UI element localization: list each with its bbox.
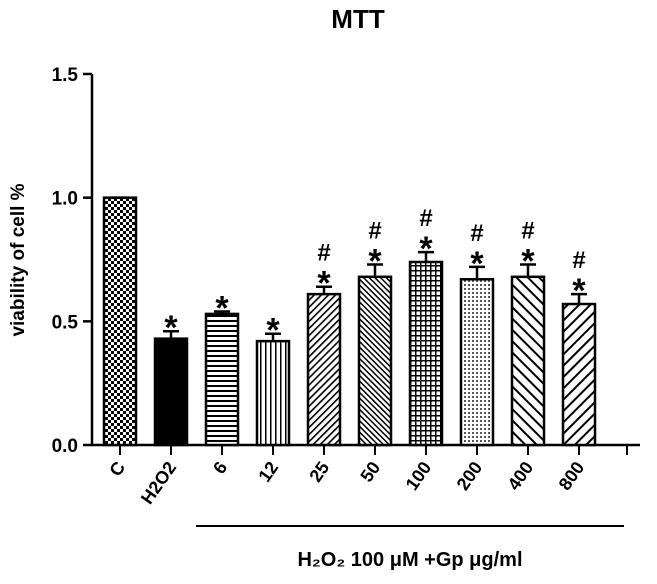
error-bar bbox=[469, 265, 485, 280]
error-bar bbox=[265, 332, 281, 342]
error-bar bbox=[571, 292, 587, 305]
y-tick-label: 0.5 bbox=[52, 312, 79, 333]
x-tick-label: 800 bbox=[555, 458, 589, 494]
significance-star: * bbox=[215, 289, 229, 327]
error-bar bbox=[163, 329, 179, 339]
y-tick-label: 1.0 bbox=[52, 189, 78, 210]
error-bar bbox=[316, 285, 332, 295]
error-bar bbox=[418, 250, 434, 262]
y-axis-label: viability of cell % bbox=[8, 183, 29, 336]
x-tick-label: 6 bbox=[209, 458, 231, 478]
bar bbox=[255, 339, 291, 447]
error-bar bbox=[520, 263, 536, 277]
significance-hash: # bbox=[521, 217, 534, 244]
significance-hash: # bbox=[317, 240, 330, 267]
significance-star: * bbox=[164, 309, 178, 347]
y-tick-label: 1.5 bbox=[52, 65, 79, 86]
error-bar bbox=[367, 263, 383, 277]
significance-hash: # bbox=[470, 220, 483, 247]
chart-title: MTT bbox=[331, 4, 385, 34]
significance-star: * bbox=[317, 265, 331, 303]
bar bbox=[357, 275, 393, 447]
x-tick-label: 50 bbox=[356, 458, 384, 486]
y-tick-label: 0.0 bbox=[52, 436, 78, 457]
bar bbox=[408, 260, 444, 447]
bar bbox=[510, 275, 546, 447]
significance-star: * bbox=[470, 245, 484, 283]
x-tick-label: 400 bbox=[504, 458, 538, 494]
error-bar bbox=[214, 310, 230, 314]
x-tick-label: H2O2 bbox=[137, 458, 180, 508]
x-tick-label: 100 bbox=[402, 458, 436, 494]
significance-star: * bbox=[419, 230, 433, 268]
significance-hash: # bbox=[368, 217, 381, 244]
significance-star: * bbox=[266, 312, 280, 350]
significance-star: * bbox=[368, 242, 382, 280]
bar bbox=[306, 292, 342, 447]
bar bbox=[102, 196, 138, 447]
bar bbox=[204, 312, 240, 447]
bar bbox=[459, 278, 495, 447]
significance-star: * bbox=[521, 242, 535, 280]
significance-hash: # bbox=[419, 205, 432, 232]
x-tick-label: C bbox=[105, 458, 129, 480]
significance-hash: # bbox=[572, 247, 585, 274]
significance-star: * bbox=[572, 272, 586, 310]
x-tick-label: 12 bbox=[254, 458, 282, 486]
bar bbox=[153, 337, 189, 447]
bar bbox=[561, 302, 597, 447]
x-tick-label: 25 bbox=[305, 458, 333, 486]
x-axis-label: H₂O₂ 100 μM +Gp μg/ml bbox=[297, 549, 522, 571]
x-tick-label: 200 bbox=[453, 458, 487, 494]
